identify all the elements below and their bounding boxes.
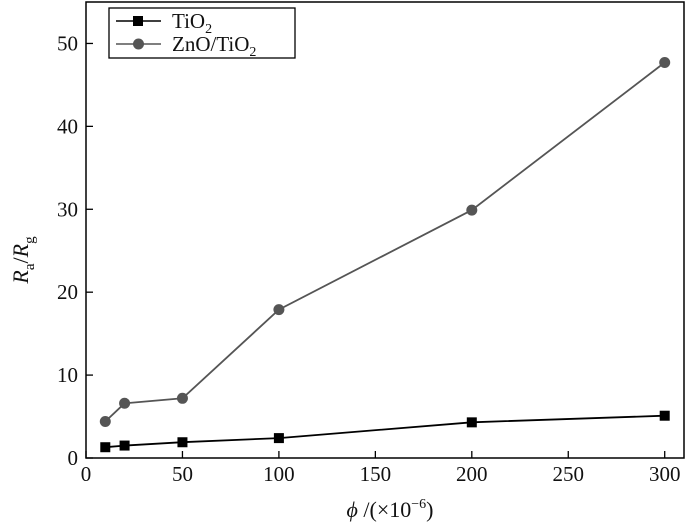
data-point — [273, 433, 284, 444]
x-tick-label: 300 — [649, 462, 681, 486]
data-point — [176, 392, 188, 404]
data-point — [119, 440, 130, 451]
series-2 — [99, 57, 671, 428]
data-point — [99, 416, 111, 428]
y-axis-title: Ra/Rg — [8, 236, 38, 285]
series-line — [104, 61, 666, 423]
data-point — [659, 57, 671, 69]
data-point — [100, 442, 111, 453]
series-line — [105, 414, 665, 449]
y-tick-label: 50 — [57, 31, 78, 55]
legend-marker-tio2 — [133, 16, 143, 26]
series-layer — [99, 57, 671, 453]
y-tick-label: 30 — [57, 197, 78, 221]
y-tick-label: 10 — [57, 363, 78, 387]
data-point — [466, 204, 478, 216]
axes: 0 50 100 150 200 250 300 0 10 20 30 40 50 — [57, 1, 685, 486]
legend: TiO2 ZnO/TiO2 — [108, 7, 296, 60]
data-point — [466, 417, 477, 428]
data-point — [177, 437, 188, 448]
series-1 — [100, 410, 670, 453]
y-tick-label: 0 — [68, 446, 79, 470]
x-tick-label: 250 — [553, 462, 585, 486]
y-tick-label: 20 — [57, 280, 78, 304]
x-tick-label: 0 — [81, 462, 92, 486]
x-tick-label: 200 — [456, 462, 488, 486]
x-tick-label: 100 — [263, 462, 295, 486]
x-tick-label: 150 — [360, 462, 392, 486]
legend-label-tio2: TiO2 — [172, 9, 212, 37]
data-point — [659, 410, 670, 421]
legend-label-zno-tio2: ZnO/TiO2 — [172, 32, 256, 60]
data-point — [119, 397, 131, 409]
legend-marker-zno-tio2 — [133, 38, 144, 50]
data-point — [273, 304, 285, 316]
x-axis-title: ϕ /(×10−6) — [347, 497, 434, 522]
plot-frame — [85, 1, 685, 459]
y-tick-label: 40 — [57, 114, 78, 138]
x-tick-label: 50 — [172, 462, 193, 486]
